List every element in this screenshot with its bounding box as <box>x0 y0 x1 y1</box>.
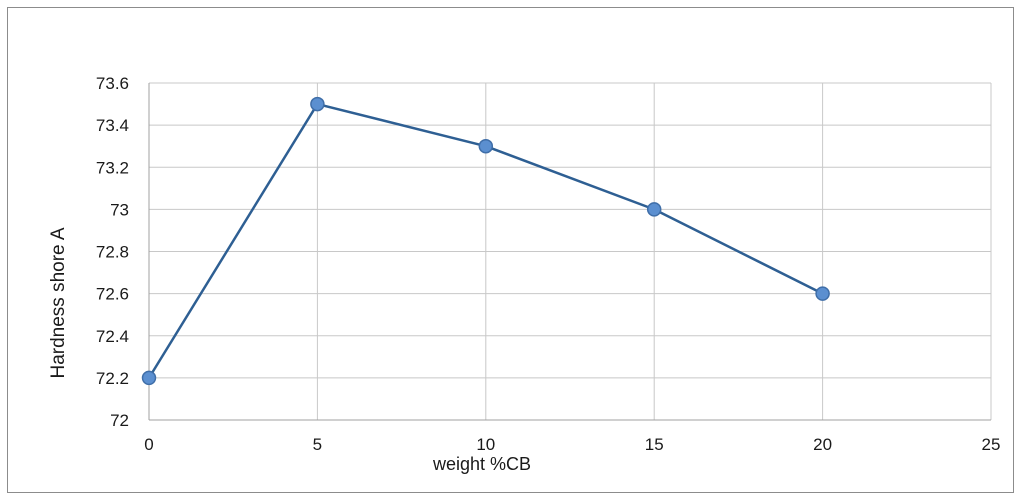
x-tick-label: 15 <box>645 435 664 454</box>
x-tick-label: 25 <box>982 435 1001 454</box>
data-point <box>310 96 325 112</box>
y-axis-title: Hardness shore A <box>48 227 69 378</box>
y-tick-label: 73.6 <box>96 74 129 93</box>
y-tick-label: 72.8 <box>96 243 129 262</box>
y-tick-label: 73 <box>110 200 129 219</box>
y-tick-label: 72.6 <box>96 285 129 304</box>
y-tick-label: 73.2 <box>96 158 129 177</box>
chart-frame <box>7 7 1014 493</box>
x-tick-label: 10 <box>476 435 495 454</box>
data-point <box>646 202 662 217</box>
tick-label-layer: 72 72.2 72.4 72.6 72.8 73 73.2 73.4 73.6 0 5 10 15 20… <box>96 74 1001 454</box>
y-tick-label: 72.4 <box>96 327 129 346</box>
y-tick-label: 72 <box>110 411 129 430</box>
data-point <box>815 286 830 301</box>
axis-layer <box>148 83 991 421</box>
series-layer <box>141 96 830 386</box>
y-tick-label: 73.4 <box>96 116 129 135</box>
x-tick-label: 0 <box>144 435 153 454</box>
grid-layer <box>148 82 992 421</box>
y-tick-label: 72.2 <box>96 369 129 388</box>
x-tick-label: 20 <box>813 435 832 454</box>
data-point <box>478 138 494 154</box>
x-axis-title: weight %CB <box>432 454 531 474</box>
x-tick-label: 5 <box>313 435 322 454</box>
data-point <box>141 370 157 386</box>
